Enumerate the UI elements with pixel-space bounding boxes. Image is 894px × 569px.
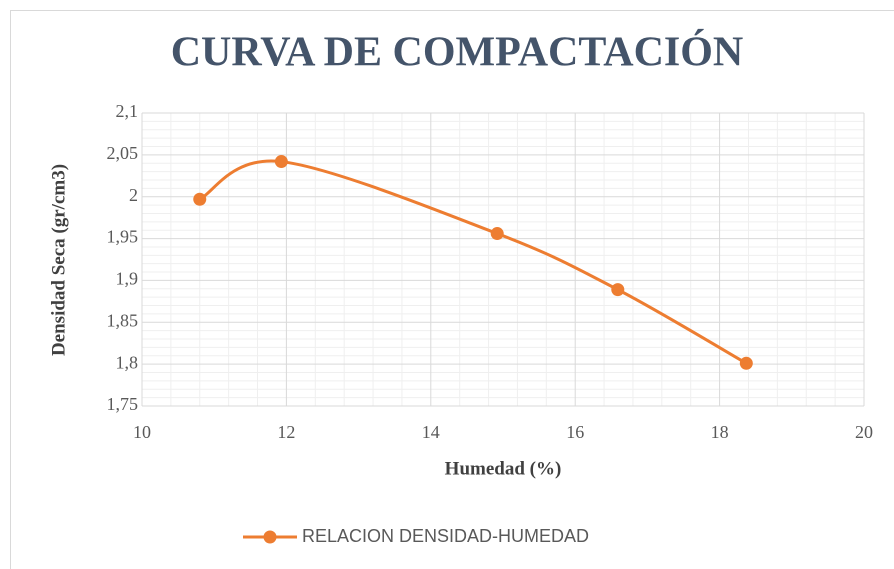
y-tick-label: 1,8	[116, 352, 139, 372]
x-tick-label: 20	[855, 422, 873, 442]
point	[611, 283, 625, 297]
y-axis-label: Densidad Seca (gr/cm3)	[48, 164, 69, 356]
x-axis-label: Humedad (%)	[445, 458, 562, 479]
x-tick-label: 18	[711, 422, 729, 442]
y-tick-label: 2,05	[107, 143, 139, 163]
legend-marker	[263, 530, 277, 544]
chart-title: CURVA DE COMPACTACIÓN	[171, 29, 744, 76]
legend-label: RELACION DENSIDAD-HUMEDAD	[302, 526, 589, 546]
y-tick-label: 2	[129, 185, 138, 205]
y-tick-label: 1,9	[116, 269, 139, 289]
y-tick-label: 1,75	[107, 394, 139, 414]
point	[739, 356, 753, 370]
y-tick-label: 2,1	[116, 101, 139, 121]
x-tick-label: 14	[422, 422, 440, 442]
x-tick-label: 16	[566, 422, 584, 442]
y-tick-label: 1,85	[107, 310, 139, 330]
chart-border	[10, 10, 894, 569]
y-tick-label: 1,95	[107, 227, 139, 247]
x-tick-label: 12	[277, 422, 295, 442]
x-tick-label: 10	[133, 422, 151, 442]
point	[193, 192, 207, 206]
point	[490, 227, 504, 241]
point	[274, 155, 288, 169]
